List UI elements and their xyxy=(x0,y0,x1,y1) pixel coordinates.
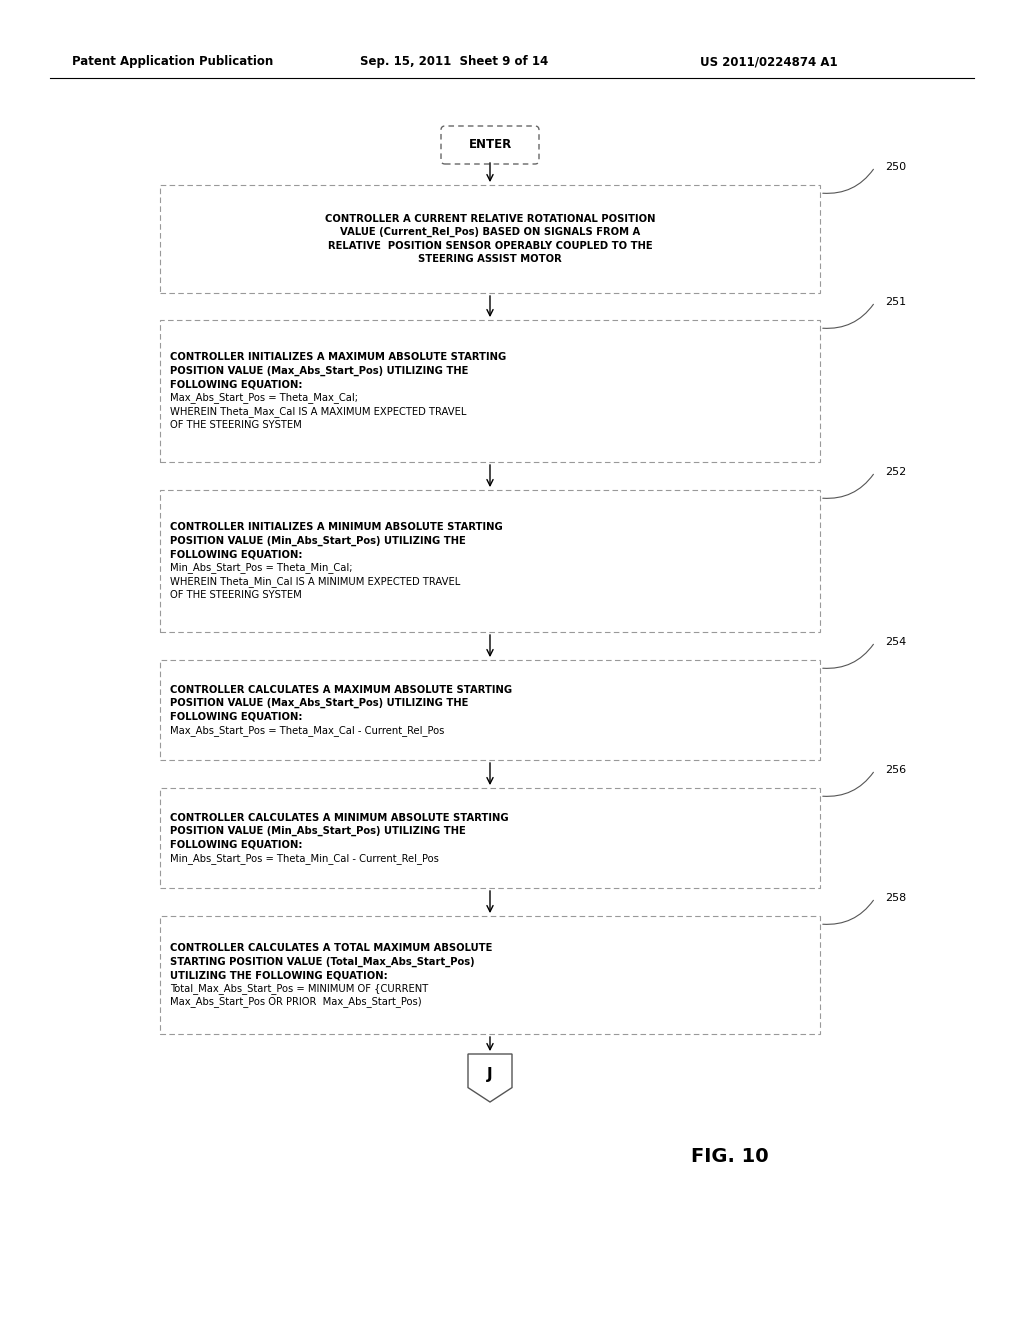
Text: ENTER: ENTER xyxy=(468,139,512,152)
Text: FOLLOWING EQUATION:: FOLLOWING EQUATION: xyxy=(170,549,302,560)
Text: Min_Abs_Start_Pos = Theta_Min_Cal;: Min_Abs_Start_Pos = Theta_Min_Cal; xyxy=(170,562,352,573)
Text: POSITION VALUE (Max_Abs_Start_Pos) UTILIZING THE: POSITION VALUE (Max_Abs_Start_Pos) UTILI… xyxy=(170,366,468,376)
Text: US 2011/0224874 A1: US 2011/0224874 A1 xyxy=(700,55,838,69)
Text: CONTROLLER A CURRENT RELATIVE ROTATIONAL POSITION: CONTROLLER A CURRENT RELATIVE ROTATIONAL… xyxy=(325,214,655,224)
Text: 250: 250 xyxy=(885,162,906,172)
Text: FOLLOWING EQUATION:: FOLLOWING EQUATION: xyxy=(170,711,302,722)
Text: OF THE STEERING SYSTEM: OF THE STEERING SYSTEM xyxy=(170,590,302,599)
Text: Max_Abs_Start_Pos = Theta_Max_Cal - Current_Rel_Pos: Max_Abs_Start_Pos = Theta_Max_Cal - Curr… xyxy=(170,725,444,735)
FancyBboxPatch shape xyxy=(160,490,820,632)
Text: FOLLOWING EQUATION:: FOLLOWING EQUATION: xyxy=(170,379,302,389)
Text: OF THE STEERING SYSTEM: OF THE STEERING SYSTEM xyxy=(170,420,302,430)
Text: 251: 251 xyxy=(885,297,906,308)
Text: FOLLOWING EQUATION:: FOLLOWING EQUATION: xyxy=(170,840,302,850)
FancyBboxPatch shape xyxy=(160,319,820,462)
Text: Patent Application Publication: Patent Application Publication xyxy=(72,55,273,69)
Text: POSITION VALUE (Max_Abs_Start_Pos) UTILIZING THE: POSITION VALUE (Max_Abs_Start_Pos) UTILI… xyxy=(170,698,468,709)
Text: CONTROLLER CALCULATES A TOTAL MAXIMUM ABSOLUTE: CONTROLLER CALCULATES A TOTAL MAXIMUM AB… xyxy=(170,942,493,953)
Text: J: J xyxy=(487,1067,493,1081)
Text: FIG. 10: FIG. 10 xyxy=(691,1147,769,1167)
Text: VALUE (Current_Rel_Pos) BASED ON SIGNALS FROM A: VALUE (Current_Rel_Pos) BASED ON SIGNALS… xyxy=(340,227,640,238)
Text: WHEREIN Theta_Max_Cal IS A MAXIMUM EXPECTED TRAVEL: WHEREIN Theta_Max_Cal IS A MAXIMUM EXPEC… xyxy=(170,405,466,417)
Text: 256: 256 xyxy=(885,766,906,775)
Text: WHEREIN Theta_Min_Cal IS A MINIMUM EXPECTED TRAVEL: WHEREIN Theta_Min_Cal IS A MINIMUM EXPEC… xyxy=(170,576,460,586)
Text: STEERING ASSIST MOTOR: STEERING ASSIST MOTOR xyxy=(418,255,562,264)
Text: Total_Max_Abs_Start_Pos = MINIMUM OF {CURRENT: Total_Max_Abs_Start_Pos = MINIMUM OF {CU… xyxy=(170,983,428,994)
Text: CONTROLLER CALCULATES A MAXIMUM ABSOLUTE STARTING: CONTROLLER CALCULATES A MAXIMUM ABSOLUTE… xyxy=(170,685,512,694)
FancyBboxPatch shape xyxy=(160,660,820,760)
FancyBboxPatch shape xyxy=(160,916,820,1034)
Text: UTILIZING THE FOLLOWING EQUATION:: UTILIZING THE FOLLOWING EQUATION: xyxy=(170,970,388,979)
Text: 254: 254 xyxy=(885,638,906,647)
Text: CONTROLLER INITIALIZES A MINIMUM ABSOLUTE STARTING: CONTROLLER INITIALIZES A MINIMUM ABSOLUT… xyxy=(170,523,503,532)
Text: 258: 258 xyxy=(885,894,906,903)
FancyBboxPatch shape xyxy=(160,185,820,293)
Text: Max_Abs_Start_Pos = Theta_Max_Cal;: Max_Abs_Start_Pos = Theta_Max_Cal; xyxy=(170,392,358,403)
Text: POSITION VALUE (Min_Abs_Start_Pos) UTILIZING THE: POSITION VALUE (Min_Abs_Start_Pos) UTILI… xyxy=(170,826,466,837)
FancyBboxPatch shape xyxy=(441,125,539,164)
Text: Sep. 15, 2011  Sheet 9 of 14: Sep. 15, 2011 Sheet 9 of 14 xyxy=(360,55,548,69)
Text: POSITION VALUE (Min_Abs_Start_Pos) UTILIZING THE: POSITION VALUE (Min_Abs_Start_Pos) UTILI… xyxy=(170,536,466,546)
Text: 252: 252 xyxy=(885,467,906,477)
Text: Max_Abs_Start_Pos OR PRIOR  Max_Abs_Start_Pos): Max_Abs_Start_Pos OR PRIOR Max_Abs_Start… xyxy=(170,997,422,1007)
Text: RELATIVE  POSITION SENSOR OPERABLY COUPLED TO THE: RELATIVE POSITION SENSOR OPERABLY COUPLE… xyxy=(328,240,652,251)
Polygon shape xyxy=(468,1053,512,1102)
Text: CONTROLLER CALCULATES A MINIMUM ABSOLUTE STARTING: CONTROLLER CALCULATES A MINIMUM ABSOLUTE… xyxy=(170,813,509,822)
FancyBboxPatch shape xyxy=(160,788,820,888)
Text: STARTING POSITION VALUE (Total_Max_Abs_Start_Pos): STARTING POSITION VALUE (Total_Max_Abs_S… xyxy=(170,957,475,966)
Text: CONTROLLER INITIALIZES A MAXIMUM ABSOLUTE STARTING: CONTROLLER INITIALIZES A MAXIMUM ABSOLUT… xyxy=(170,352,506,362)
Text: Min_Abs_Start_Pos = Theta_Min_Cal - Current_Rel_Pos: Min_Abs_Start_Pos = Theta_Min_Cal - Curr… xyxy=(170,853,439,863)
